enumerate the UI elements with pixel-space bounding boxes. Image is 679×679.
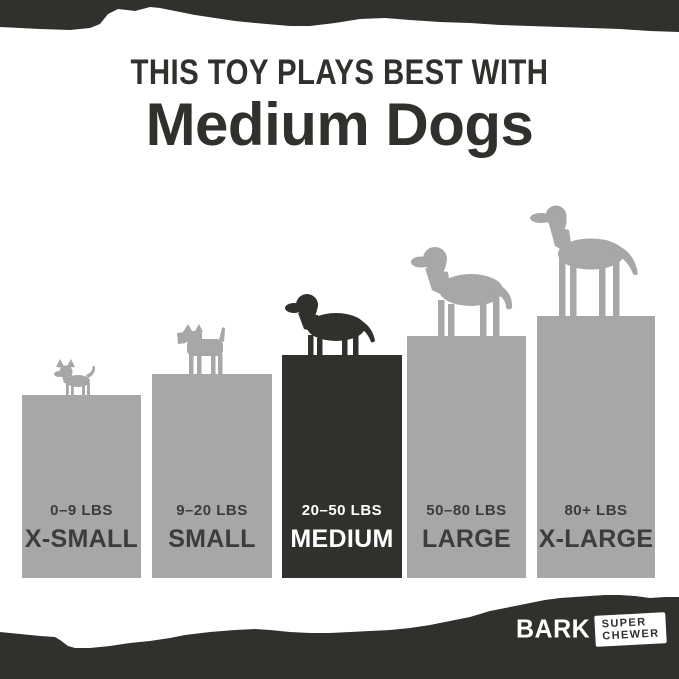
size-bar-medium-highlighted: 20–50 LBS MEDIUM	[282, 355, 402, 578]
weight-label: 9–20 LBS	[176, 502, 248, 519]
golden-retriever-icon	[411, 247, 513, 336]
weight-label: 20–50 LBS	[301, 502, 383, 519]
size-bar-x-small: 0–9 LBS X-SMALL	[22, 395, 141, 578]
weight-label: 0–9 LBS	[50, 502, 113, 519]
pointer-icon	[530, 205, 638, 316]
title-line-1: THIS TOY PLAYS BEST WITH	[130, 53, 549, 92]
size-bar-x-large: 80+ LBS X-LARGE	[537, 316, 655, 578]
size-label: X-SMALL	[24, 525, 139, 553]
bar-labels: 9–20 LBS SMALL	[152, 502, 272, 554]
weight-label: 80+ LBS	[564, 502, 628, 519]
weight-label: 50–80 LBS	[426, 502, 507, 519]
size-label: MEDIUM	[290, 525, 394, 553]
size-label: SMALL	[168, 525, 256, 553]
size-bar-small: 9–20 LBS SMALL	[152, 374, 272, 578]
bar-labels: 20–50 LBS MEDIUM	[282, 502, 402, 554]
torn-edge-top	[0, 0, 679, 32]
brand-logo: BARK SUPER CHEWER	[516, 612, 668, 647]
chihuahua-icon	[54, 359, 96, 397]
badge-line-2: CHEWER	[602, 627, 661, 643]
title-line-2: Medium Dogs	[145, 91, 534, 158]
size-bar-large: 50–80 LBS LARGE	[407, 336, 526, 578]
labrador-icon	[285, 294, 375, 356]
bar-labels: 80+ LBS X-LARGE	[537, 502, 655, 554]
bar-labels: 0–9 LBS X-SMALL	[22, 502, 141, 554]
terrier-icon	[177, 324, 225, 375]
bar-labels: 50–80 LBS LARGE	[407, 502, 526, 554]
size-label: X-LARGE	[538, 525, 654, 553]
bark-wordmark: BARK	[516, 614, 591, 644]
super-chewer-badge: SUPER CHEWER	[594, 612, 668, 647]
size-label: LARGE	[422, 525, 511, 553]
